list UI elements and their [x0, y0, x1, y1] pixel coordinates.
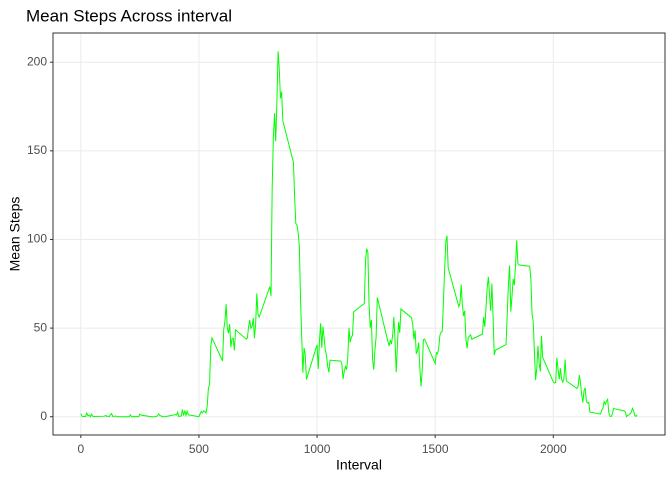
y-tick-label: 50 [34, 320, 48, 334]
x-tick-label: 500 [189, 442, 209, 456]
y-tick-label: 100 [27, 232, 47, 246]
panel-border [52, 32, 666, 436]
x-tick-label: 2000 [540, 442, 567, 456]
y-tick-label: 150 [27, 143, 47, 157]
x-tick-label: 0 [77, 442, 84, 456]
y-tick-label: 200 [27, 54, 47, 68]
x-tick-label: 1500 [422, 442, 449, 456]
y-axis-label: Mean Steps [7, 197, 23, 272]
data-line [80, 51, 638, 418]
chart-title: Mean Steps Across interval [26, 6, 232, 25]
x-tick-label: 1000 [304, 442, 331, 456]
x-axis-label: Interval [336, 457, 382, 473]
y-tick-label: 0 [40, 409, 47, 423]
